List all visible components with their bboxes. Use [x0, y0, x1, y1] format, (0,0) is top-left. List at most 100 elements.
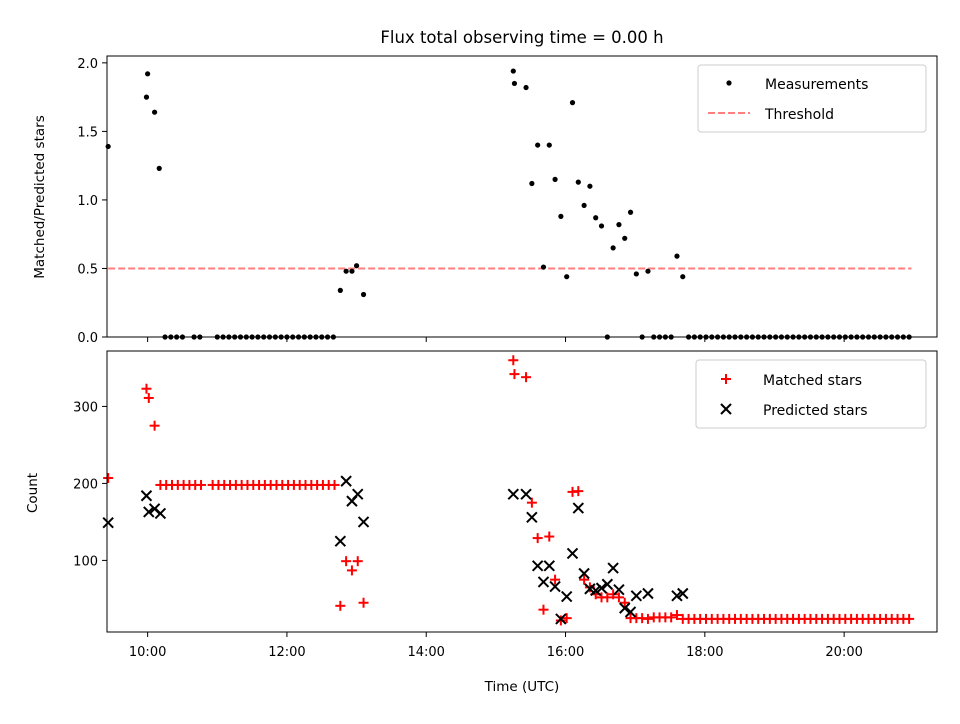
predicted-marker-b: [143, 506, 155, 518]
measurement-point: [680, 274, 686, 280]
predicted-star-point: [566, 547, 579, 560]
predicted-marker-b: [507, 488, 520, 500]
predicted-star-point: [334, 535, 347, 547]
predicted-star-point: [630, 590, 643, 602]
predicted-star-point: [154, 507, 167, 520]
matched-star-point: [341, 556, 352, 567]
measurement-point: [535, 142, 541, 148]
measurement-point: [674, 253, 680, 259]
predicted-star-point: [607, 562, 619, 574]
predicted-star-point: [595, 582, 608, 594]
ratio-legend: Measurements Threshold: [697, 64, 927, 133]
x-tick-label: 10:00: [129, 645, 166, 660]
count-y-tick-label: 300: [73, 400, 98, 415]
predicted-marker-b: [619, 602, 631, 614]
ratio-panel: 0.00.51.01.52.0 Matched/Predicted stars …: [32, 55, 938, 346]
measurement-point: [529, 180, 535, 187]
matched-star-point: [550, 574, 561, 585]
measurement-point: [558, 213, 564, 219]
predicted-star-point: [560, 590, 573, 603]
predicted-marker-b: [334, 535, 347, 547]
predicted-star-point: [352, 488, 364, 500]
predicted-star-point: [555, 613, 567, 625]
measurement-point: [633, 271, 639, 277]
ratio-y-tick-label: 0.5: [77, 262, 98, 277]
matched-star-point: [196, 479, 207, 490]
measurement-point: [645, 268, 651, 274]
predicted-star-point: [590, 584, 602, 597]
predicted-marker-b: [357, 516, 370, 528]
measurement-point: [510, 68, 516, 74]
predicted-marker-b: [537, 576, 550, 588]
measurement-point: [569, 100, 576, 106]
ratio-y-tick-label: 1.0: [77, 194, 98, 209]
matched-star-point: [532, 533, 543, 544]
predicted-marker-b: [601, 578, 614, 590]
x-tick-label: 12:00: [268, 645, 305, 660]
count-legend: Matched stars Predicted stars: [695, 359, 927, 429]
predicted-marker-b: [566, 547, 579, 560]
matched-star-point: [149, 420, 160, 431]
ratio-y-tick-label: 1.5: [77, 125, 98, 140]
matched-star-point: [561, 613, 572, 624]
ratio-legend-box: [697, 64, 927, 133]
predicted-star-point: [526, 511, 538, 523]
count-legend-box: [695, 359, 927, 429]
legend-predicted-label: Predicted stars: [763, 403, 868, 419]
predicted-star-point: [572, 502, 585, 514]
predicted-star-point: [531, 560, 544, 572]
measurement-point: [511, 80, 518, 87]
predicted-star-point: [143, 506, 155, 518]
matched-star-point: [352, 556, 363, 567]
matched-star-point: [509, 369, 520, 380]
predicted-marker-b: [607, 562, 619, 574]
measurement-point: [337, 287, 343, 293]
predicted-star-point: [520, 488, 532, 500]
x-tick-label: 20:00: [825, 645, 862, 660]
predicted-marker-b: [572, 502, 585, 514]
matched-star-point: [544, 531, 555, 542]
measurement-point: [360, 291, 367, 298]
x-tick-label: 16:00: [547, 645, 584, 660]
matched-star-point: [608, 589, 619, 600]
measurement-point: [581, 202, 587, 209]
predicted-marker-b: [520, 488, 532, 500]
matched-star-point: [508, 355, 519, 366]
ratio-plot-ticks: 0.0 0.5 1.0 1.5 2.0: [77, 57, 845, 346]
measurement-point: [143, 94, 150, 100]
ratio-y-tick-label: 2.0: [77, 57, 98, 72]
chart-title: Flux total observing time = 0.00 h: [380, 28, 663, 47]
predicted-marker-b: [340, 475, 352, 487]
measurement-point: [552, 176, 558, 182]
measurement-point: [616, 222, 622, 228]
predicted-star-point: [507, 488, 520, 500]
predicted-star-point: [642, 587, 654, 600]
predicted-star-point: [537, 576, 550, 588]
predicted-star-point: [340, 475, 352, 487]
predicted-star-point: [102, 516, 114, 529]
predicted-marker-b: [630, 590, 643, 602]
predicted-marker-b: [671, 590, 683, 602]
predicted-marker-b: [642, 587, 654, 600]
measurement-point: [587, 183, 593, 189]
measurement-point: [145, 71, 151, 77]
matched-star-point: [335, 600, 346, 611]
predicted-marker-b: [531, 560, 544, 572]
matched-star-point: [573, 486, 584, 497]
predicted-marker-b: [613, 583, 625, 596]
predicted-star-point: [613, 583, 625, 596]
x-tick-label: 18:00: [686, 645, 723, 660]
predicted-marker-b: [677, 587, 689, 600]
matched-star-point: [613, 592, 624, 603]
measurement-point: [523, 84, 529, 91]
measurement-point: [105, 143, 111, 150]
predicted-marker-b: [555, 613, 567, 625]
matched-star-point: [642, 613, 653, 624]
ratio-plot-frame: [106, 55, 938, 338]
ratio-y-tick-label: 0.0: [77, 331, 98, 346]
matched-star-point: [521, 372, 532, 383]
predicted-star-point: [677, 587, 689, 600]
measurement-point: [546, 142, 552, 148]
